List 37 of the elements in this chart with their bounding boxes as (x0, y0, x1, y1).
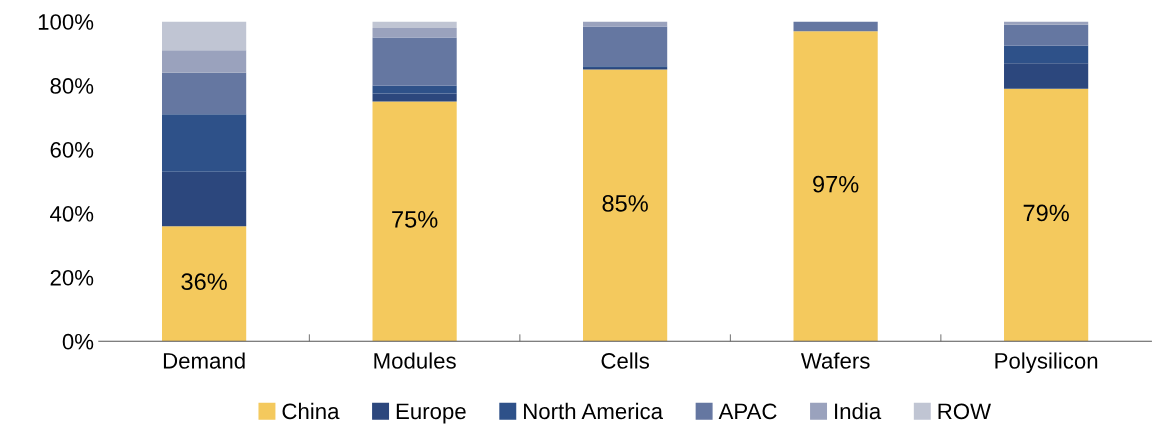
legend-label: APAC (718, 403, 777, 420)
bar (583, 69, 668, 342)
x-tick-label: Polysilicon (995, 352, 1098, 374)
data-label: 97% (813, 175, 859, 193)
bar (1004, 21, 1089, 25)
data-label: 75% (392, 211, 438, 228)
x-tick-label: Demand (163, 352, 245, 369)
bar (793, 31, 878, 342)
y-tick-label: 80% (50, 78, 94, 94)
y-tick-label: 0% (62, 333, 94, 350)
y-tick-label: 20% (50, 269, 94, 286)
legend-label: India (835, 402, 882, 420)
x-tick-label: Wafers (800, 352, 870, 369)
legend-label: China (282, 402, 340, 420)
legend-label: North America (524, 402, 664, 420)
x-tick-label: Cells (601, 352, 650, 369)
y-tick-label: 60% (50, 142, 94, 158)
data-label: 79% (1023, 204, 1069, 222)
bar (1004, 88, 1089, 342)
data-label: 36% (181, 273, 227, 291)
legend-label: Europe (396, 403, 466, 424)
bar (583, 26, 668, 67)
y-tick-label: 40% (50, 205, 94, 222)
bar (372, 21, 457, 28)
bar (372, 101, 457, 342)
data-label: 85% (602, 195, 648, 212)
bar (1004, 24, 1089, 46)
bar (793, 21, 878, 32)
bar (372, 27, 457, 38)
x-tick-label: Modules (374, 352, 456, 369)
bar (162, 21, 247, 51)
bar (162, 50, 247, 73)
legend-label: ROW (938, 403, 991, 420)
bar (162, 72, 247, 115)
y-tick-label: 100% (38, 14, 94, 30)
bar (162, 226, 247, 342)
bar (372, 37, 457, 86)
